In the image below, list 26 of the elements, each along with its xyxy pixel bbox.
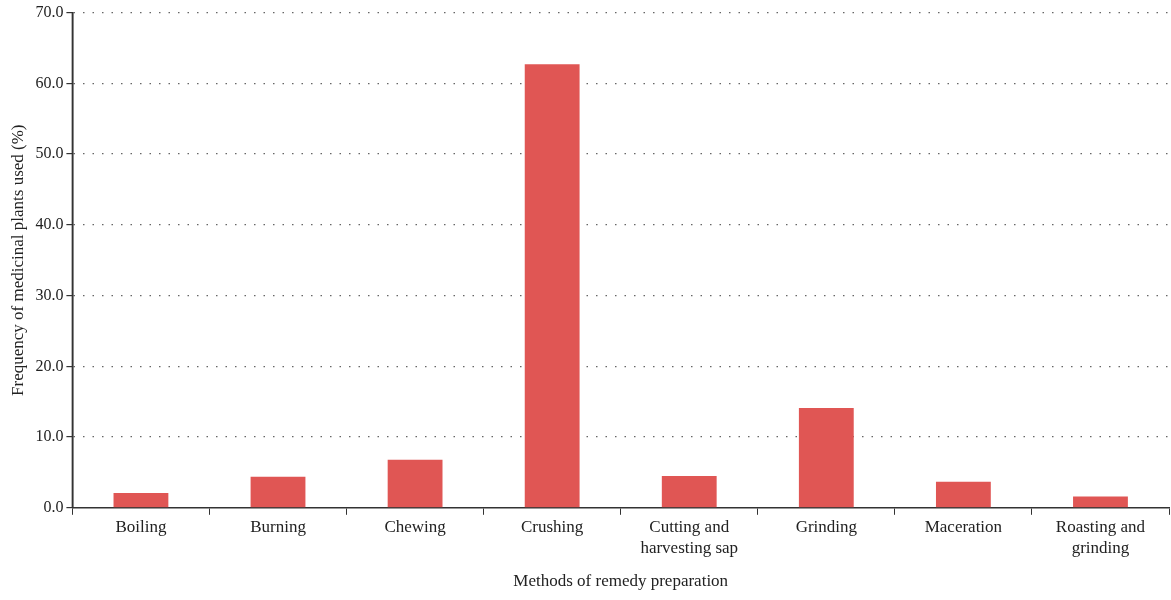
y-tick-label: 0.0 [43,498,64,515]
x-axis-title: Methods of remedy preparation [513,571,729,591]
x-tick-label: Cutting and harvesting sap [640,517,739,557]
x-tick-label: Burning [250,517,307,537]
x-tick-label: Crushing [520,517,584,537]
y-tick-label: 20.0 [35,356,64,374]
x-tick-label: Maceration [924,517,1003,537]
y-tick-label: 30.0 [35,285,64,303]
y-tick-label: 10.0 [35,427,64,445]
bar [250,476,306,508]
bar [113,492,169,508]
x-tick-label: Roasting and grinding [1055,517,1146,557]
y-axis-title: Frequency of medicinal plants used (%) [7,124,27,396]
bar [1073,496,1128,508]
x-tick-label: Grinding [795,517,858,537]
bar [524,64,580,508]
x-tick-label: Boiling [115,517,167,537]
bar [387,459,443,508]
bar [798,408,854,508]
y-tick-label: 40.0 [35,215,64,233]
bar [661,475,717,508]
y-tick-label: 60.0 [35,73,64,91]
y-tick-label: 70.0 [35,2,64,20]
bar [935,481,991,508]
y-tick-label: 50.0 [35,144,64,162]
x-tick-label: Chewing [384,517,447,537]
